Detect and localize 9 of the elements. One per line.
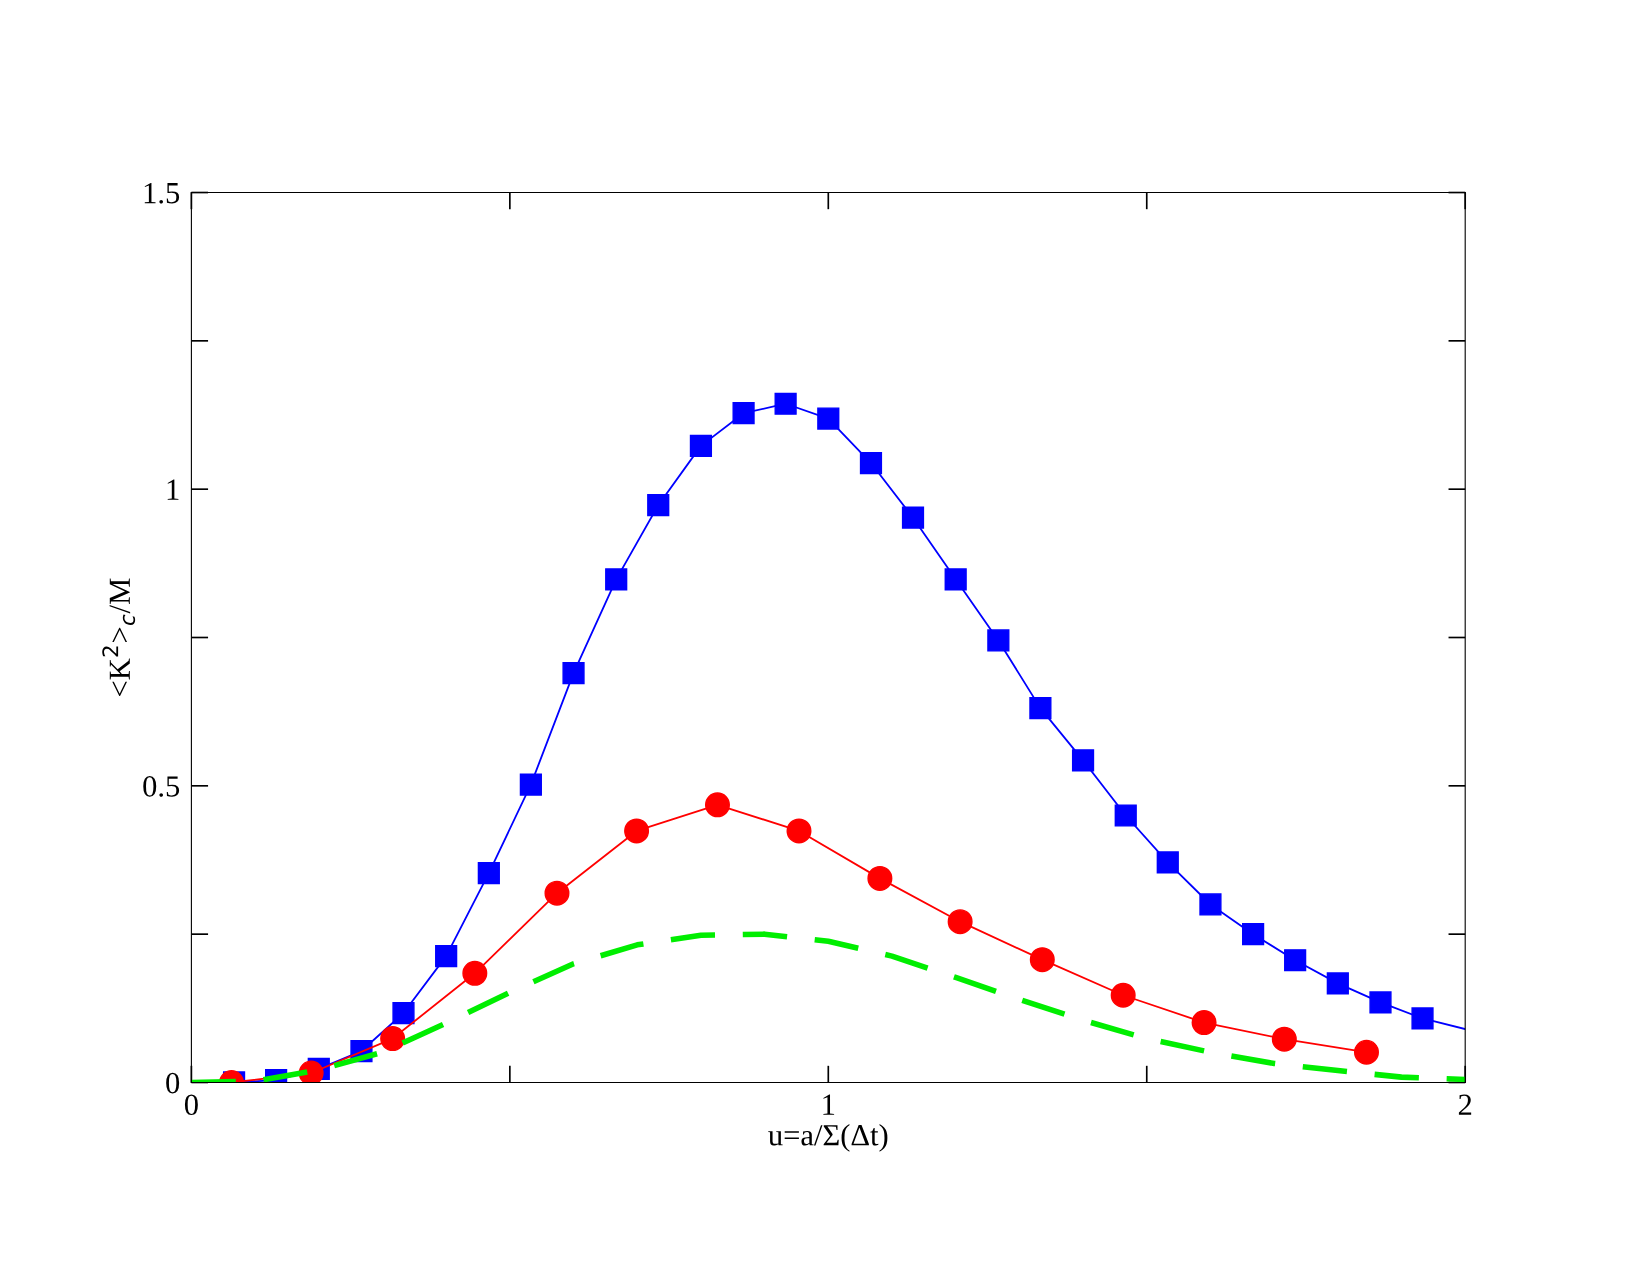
y-tick-label: 0 [166,1072,180,1094]
x-axis-title: u=a/Σ(Δt) [768,1124,888,1152]
y-tick-label: 1.5 [144,182,180,204]
x-tick-label: 2 [1458,1094,1472,1115]
x-tick-label: 1 [823,1094,835,1115]
y-axis-title: <K$^{2}$>$_{c}$/M [102,578,136,697]
x-tick-label: 0 [184,1094,198,1116]
y-tick-label: 0.5 [143,776,180,797]
y-tick-label: 1 [167,479,179,500]
